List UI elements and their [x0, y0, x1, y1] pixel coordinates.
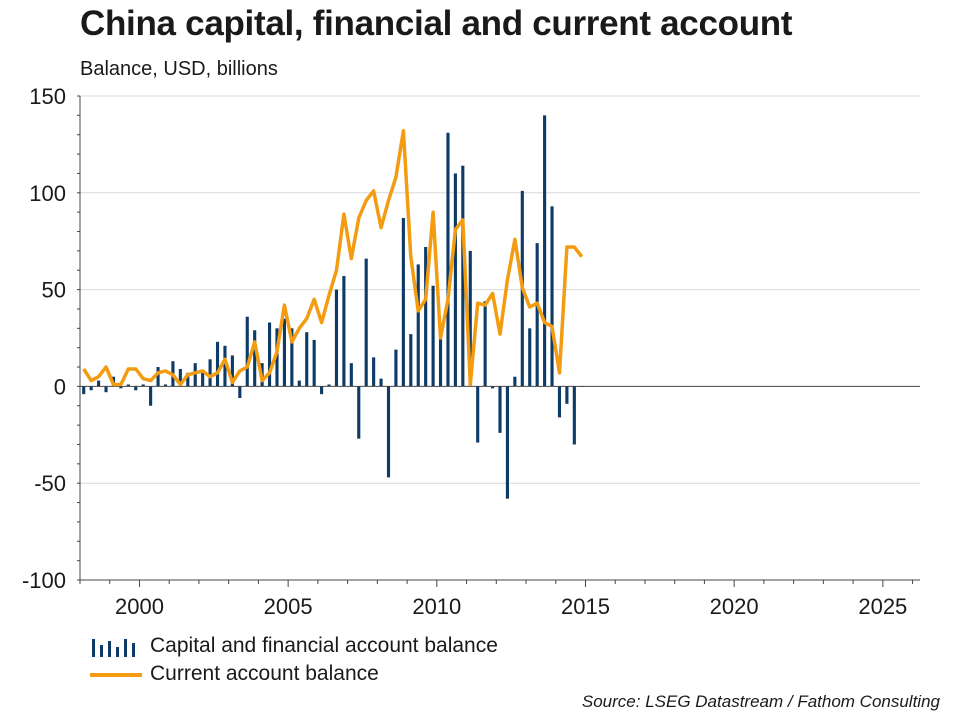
capital-bar	[409, 334, 413, 387]
capital-bar	[201, 370, 205, 387]
capital-bar	[357, 386, 361, 439]
capital-bar	[320, 386, 324, 395]
y-tick-label: -50	[34, 471, 66, 496]
capital-bar	[550, 206, 554, 387]
capital-bar	[215, 341, 220, 387]
x-tick-label: 2015	[561, 594, 610, 619]
capital-bar	[446, 132, 450, 387]
capital-bar	[208, 359, 212, 387]
capital-bar	[476, 386, 480, 443]
capital-bar	[327, 384, 331, 387]
y-tick-label: 100	[29, 181, 66, 206]
capital-bar	[364, 258, 368, 387]
capital-bar	[275, 328, 279, 387]
capital-bar	[386, 386, 391, 478]
chart-title: China capital, financial and current acc…	[80, 4, 793, 43]
capital-bar	[394, 349, 398, 387]
x-tick-label: 2005	[264, 594, 313, 619]
capital-bar	[163, 384, 168, 387]
source-note: Source: LSEG Datastream / Fathom Consult…	[581, 692, 940, 711]
capital-bar	[186, 372, 190, 387]
y-tick-label: -100	[22, 568, 66, 593]
capital-bar	[498, 386, 502, 433]
capital-bar	[483, 301, 487, 387]
capital-bar	[82, 386, 86, 395]
legend-item-capital: Capital and financial account balance	[90, 634, 498, 658]
capital-bar	[438, 328, 443, 387]
capital-bar	[156, 367, 160, 387]
capital-bar	[401, 217, 405, 387]
y-tick-label: 150	[29, 84, 66, 109]
current-account-line-group	[82, 129, 584, 387]
legend-item-current: Current account balance	[90, 662, 379, 686]
capital-bar	[282, 318, 286, 387]
capital-bar	[468, 250, 472, 387]
capital-bar	[104, 386, 108, 393]
legend-line-icon	[90, 673, 142, 677]
capital-bar	[267, 322, 272, 387]
capital-bar	[349, 363, 353, 387]
capital-bar	[223, 345, 227, 387]
capital-bar	[126, 384, 130, 387]
capital-bar	[505, 386, 509, 499]
capital-bars	[82, 115, 584, 499]
x-tick-label: 2020	[710, 594, 759, 619]
capital-bar	[557, 386, 562, 418]
capital-bar	[528, 328, 532, 387]
capital-bar	[297, 380, 301, 387]
capital-bar	[372, 357, 376, 387]
capital-bar	[290, 328, 294, 387]
legend-label-capital: Capital and financial account balance	[150, 634, 498, 657]
x-axis: 2000 2005 2010 2015 2020 2025	[79, 579, 920, 619]
x-tick-label: 2000	[115, 594, 164, 619]
capital-bar	[178, 368, 182, 387]
capital-bar	[149, 386, 153, 406]
capital-bar	[461, 165, 465, 387]
capital-bar	[334, 289, 339, 387]
capital-bar	[513, 376, 517, 387]
capital-bar	[305, 332, 309, 387]
capital-bar	[141, 384, 145, 387]
capital-bar	[379, 378, 383, 387]
grid-lines	[80, 95, 920, 484]
capital-bar	[230, 355, 234, 387]
y-axis-ticks: -100 -50 0 50 100 150	[22, 84, 81, 593]
capital-bar	[431, 285, 435, 387]
capital-bar	[424, 247, 428, 387]
capital-bar	[312, 339, 316, 387]
capital-bar	[89, 386, 93, 391]
capital-bar	[253, 330, 257, 387]
capital-bar	[535, 243, 539, 387]
capital-bar	[193, 363, 197, 387]
legend-bars-icon	[92, 639, 135, 657]
capital-bar	[416, 264, 420, 387]
y-tick-label: 0	[54, 374, 66, 399]
y-tick-label: 50	[42, 278, 66, 303]
capital-bar	[342, 276, 346, 387]
capital-bar	[491, 386, 495, 389]
capital-bar	[543, 115, 547, 387]
capital-bar	[134, 386, 138, 391]
x-tick-label: 2025	[858, 594, 907, 619]
capital-bar	[565, 386, 569, 404]
legend-label-current: Current account balance	[150, 662, 379, 685]
current-account-line	[82, 129, 584, 387]
chart-subtitle: Balance, USD, billions	[80, 58, 278, 80]
capital-bar	[119, 386, 123, 389]
capital-bar	[238, 386, 242, 399]
capital-bar	[97, 380, 101, 387]
capital-bar	[245, 316, 249, 387]
capital-bar	[453, 173, 457, 387]
capital-bar	[572, 386, 576, 445]
x-tick-label: 2010	[412, 594, 461, 619]
